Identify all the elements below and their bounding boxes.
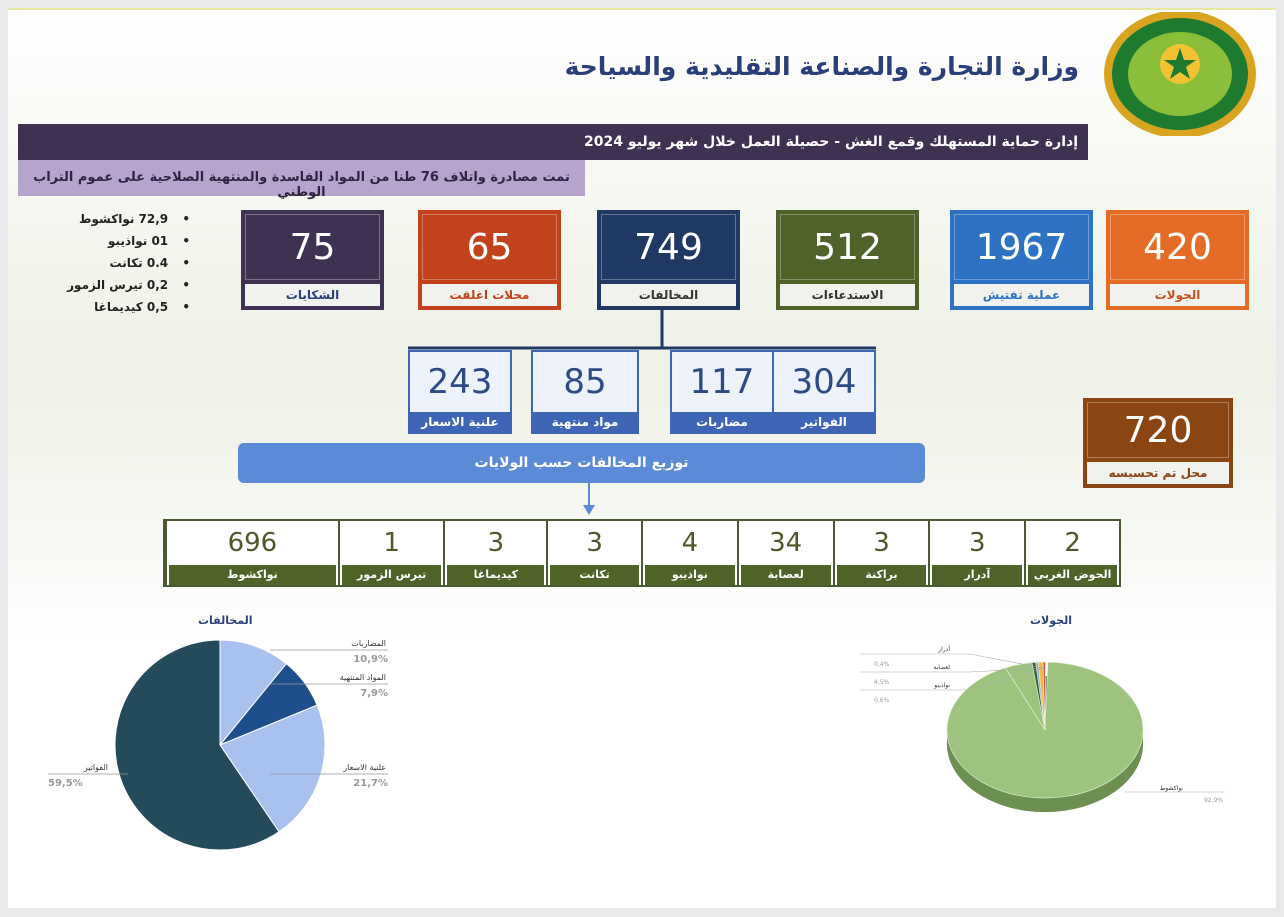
region-label: نواذيبو xyxy=(645,565,735,585)
stat-label: الفواتير xyxy=(774,412,874,432)
list-item: 0.4 تكانت xyxy=(40,252,190,274)
pie-slice xyxy=(1042,661,1046,731)
tours-pie-chart: أدرار 0,4% لعصابة 4,5% نواذيبو 0,6% نواكشوط 92,… xyxy=(860,645,1225,812)
list-item: 0,5 كيديماغا xyxy=(40,296,190,318)
slice-label: الفواتير xyxy=(83,763,108,772)
violations-pie-chart: المضاربات 10,9% المواد المنتهية 7,9% علنية ا… xyxy=(48,639,388,851)
stat-label: الشكايات xyxy=(245,284,380,306)
region-cell: 696 نواكشوط xyxy=(165,521,338,585)
stat-value: 720 xyxy=(1087,402,1229,458)
slice-percent: 0,6% xyxy=(874,697,890,704)
slice-percent: 59,5% xyxy=(48,778,83,789)
pie-slice xyxy=(219,639,288,747)
region-value: 3 xyxy=(873,528,890,558)
slice-label: أدرار xyxy=(937,645,950,653)
region-value: 4 xyxy=(681,528,699,558)
regions-table: 2 الحوض الغربي 3 آدرار 3 براكنة 34 لعصاب… xyxy=(163,519,1121,587)
stat-label: مواد منتهية xyxy=(533,412,637,432)
stat-sealed: 720 محل تم تحسيسه xyxy=(1083,398,1233,488)
region-label: كيديماغا xyxy=(447,565,545,585)
pie-slice xyxy=(219,704,326,833)
national-emblem-logo xyxy=(1104,12,1256,136)
seizure-breakdown-list: 72,9 نواكشوط 01 نواذيبو 0.4 تكانت 0,2 تي… xyxy=(40,208,190,318)
stat-value: 304 xyxy=(791,362,857,402)
stat-value: 512 xyxy=(780,214,915,280)
region-label: نواكشوط xyxy=(169,565,336,585)
violation-type-card: 85 مواد منتهية xyxy=(531,350,639,434)
stat-label: الاستدعاءات xyxy=(780,284,915,306)
region-value: 1 xyxy=(383,528,400,558)
header-band: إدارة حماية المستهلك وقمع الغش - حصيلة ا… xyxy=(18,124,1088,160)
stat-value: 75 xyxy=(245,214,380,280)
violation-type-card: 117 مضاربات xyxy=(670,350,774,434)
region-value: 34 xyxy=(769,528,803,558)
stat-label: علنية الاسعار xyxy=(410,412,510,432)
stat-card: 420 الجولات xyxy=(1106,210,1249,310)
slice-label: نواذيبو xyxy=(933,682,950,689)
ministry-title: وزارة التجارة والصناعة التقليدية والسياح… xyxy=(564,52,1079,81)
chart-title-tours: الجولات xyxy=(1030,614,1072,627)
stat-card: 75 الشكايات xyxy=(241,210,384,310)
region-value: 696 xyxy=(227,528,278,558)
tree-connector xyxy=(408,310,876,350)
slice-label: لعصابة xyxy=(933,664,950,671)
distribution-header: توزيع المخالفات حسب الولايات xyxy=(238,443,925,483)
arrow-down-icon xyxy=(583,483,595,515)
region-cell: 1 تيرس الزمور xyxy=(337,521,444,585)
stat-label: المخالفات xyxy=(601,284,736,306)
stat-value: 749 xyxy=(601,214,736,280)
stat-card: 1967 عملية تفتيش xyxy=(950,210,1093,310)
stat-label: محلات اغلقت xyxy=(422,284,557,306)
violation-type-card: 304 الفواتير xyxy=(772,350,876,434)
region-value: 3 xyxy=(969,528,986,558)
list-item: 01 نواذيبو xyxy=(40,230,190,252)
region-label: براكنة xyxy=(836,565,927,585)
region-value: 3 xyxy=(586,528,603,558)
stat-value: 243 xyxy=(427,362,493,402)
slice-percent: 7,9% xyxy=(360,688,388,699)
pie-slice xyxy=(114,639,280,851)
region-cell: 3 آدرار xyxy=(928,521,1025,585)
stat-value: 420 xyxy=(1110,214,1245,280)
region-value: 3 xyxy=(487,528,505,558)
slice-label: المواد المنتهية xyxy=(340,673,386,682)
stat-label: الجولات xyxy=(1110,284,1245,306)
region-cell: 2 الحوض الغربي xyxy=(1024,521,1119,585)
region-cell: 34 لعصابة xyxy=(736,521,833,585)
list-item: 72,9 نواكشوط xyxy=(40,208,190,230)
region-cell: 4 نواذيبو xyxy=(641,521,737,585)
violation-type-card: 243 علنية الاسعار xyxy=(408,350,512,434)
chart-title-violations: المخالفات xyxy=(198,614,253,627)
slice-percent: 0,4% xyxy=(874,661,890,668)
stat-label: محل تم تحسيسه xyxy=(1087,462,1229,484)
stat-card: 65 محلات اغلقت xyxy=(418,210,561,310)
slice-label: المضاربات xyxy=(351,639,386,648)
stat-value: 117 xyxy=(689,362,755,402)
region-cell: 3 كيديماغا xyxy=(443,521,547,585)
stat-card: 512 الاستدعاءات xyxy=(776,210,919,310)
stat-label: مضاربات xyxy=(672,412,772,432)
region-label: تيرس الزمور xyxy=(341,565,442,585)
slice-label: علنية الاسعار xyxy=(342,763,386,772)
region-value: 2 xyxy=(1064,528,1081,558)
region-cell: 3 تكانت xyxy=(546,521,641,585)
slice-percent: 92,9% xyxy=(1204,797,1223,804)
region-cell: 3 براكنة xyxy=(832,521,929,585)
stat-value: 85 xyxy=(563,362,607,402)
stat-value: 65 xyxy=(422,214,557,280)
region-label: تكانت xyxy=(550,565,639,585)
region-label: لعصابة xyxy=(740,565,831,585)
region-label: الحوض الغربي xyxy=(1028,565,1117,585)
slice-label: نواكشوط xyxy=(1160,785,1184,792)
slice-percent: 21,7% xyxy=(353,778,388,789)
seizure-note: تمت مصادرة واتلاف 76 طنا من المواد الفاس… xyxy=(18,160,585,200)
stat-card: 749 المخالفات xyxy=(597,210,740,310)
list-item: 0,2 تيرس الزمور xyxy=(40,274,190,296)
slice-percent: 4,5% xyxy=(874,679,890,686)
stat-value: 1967 xyxy=(954,214,1089,280)
region-label: آدرار xyxy=(932,565,1023,585)
slice-percent: 10,9% xyxy=(353,654,388,665)
stat-label: عملية تفتيش xyxy=(954,284,1089,306)
